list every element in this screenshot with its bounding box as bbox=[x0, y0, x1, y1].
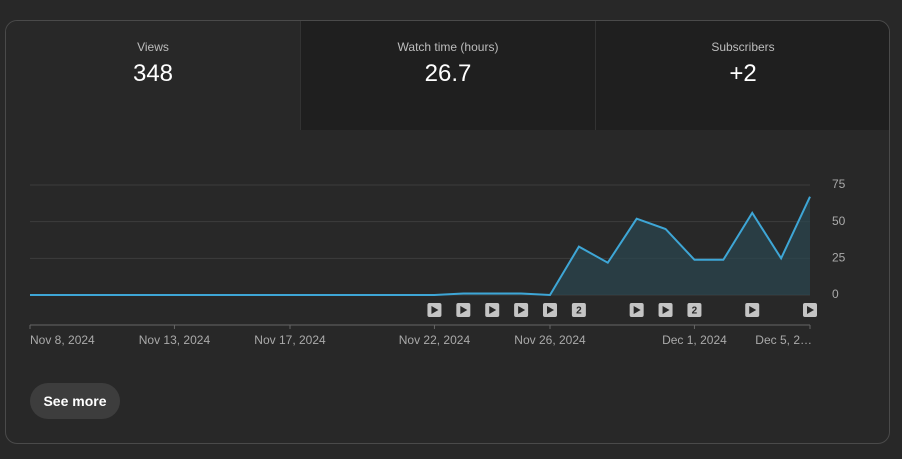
play-icon bbox=[749, 306, 757, 314]
play-icon bbox=[518, 306, 526, 314]
x-tick-label: Dec 1, 2024 bbox=[662, 333, 727, 347]
upload-marker bbox=[629, 303, 644, 317]
x-tick-label: Dec 5, 2… bbox=[755, 333, 812, 347]
play-icon bbox=[662, 306, 670, 314]
line bbox=[30, 196, 811, 297]
upload-marker bbox=[485, 303, 500, 317]
upload-count: 2 bbox=[692, 306, 698, 317]
upload-marker bbox=[658, 303, 673, 317]
upload-count: 2 bbox=[576, 306, 582, 317]
tab-value: 26.7 bbox=[424, 60, 472, 87]
x-tick-label: Nov 8, 2024 bbox=[30, 333, 95, 347]
y-tick-label: 25 bbox=[832, 251, 846, 265]
play-icon bbox=[633, 306, 641, 314]
upload-badge bbox=[571, 303, 586, 317]
x-tick-label: Nov 26, 2024 bbox=[514, 333, 586, 347]
y-tick-label: 0 bbox=[832, 287, 839, 301]
tab[interactable]: Watch time (hours) 26.7 bbox=[300, 21, 595, 130]
play-icon bbox=[547, 306, 554, 314]
tab-value: 348 bbox=[132, 60, 174, 87]
tab[interactable]: Subscribers +2 bbox=[595, 21, 889, 130]
x-tick-label: Nov 13, 2024 bbox=[139, 333, 211, 347]
upload-marker bbox=[543, 303, 557, 317]
play-icon bbox=[807, 306, 814, 314]
play-icon bbox=[489, 306, 497, 314]
upload-marker bbox=[803, 303, 817, 317]
tab-value: +2 bbox=[729, 60, 757, 87]
see-more-button[interactable]: See more bbox=[30, 383, 120, 419]
tab-label: Subscribers bbox=[711, 40, 775, 54]
y-tick-label: 75 bbox=[832, 177, 846, 191]
area-fill bbox=[30, 196, 810, 295]
tab[interactable]: Views 348 bbox=[6, 21, 300, 130]
upload-marker: 2 bbox=[687, 303, 702, 317]
x-tick-label: Nov 22, 2024 bbox=[399, 333, 471, 347]
y-tick-label: 50 bbox=[832, 214, 846, 228]
upload-marker bbox=[514, 303, 529, 317]
upload-marker bbox=[745, 303, 760, 317]
upload-marker bbox=[456, 303, 471, 317]
tab-label: Views bbox=[137, 40, 169, 54]
play-icon bbox=[431, 306, 439, 314]
tab-label: Watch time (hours) bbox=[397, 40, 499, 54]
upload-marker bbox=[427, 303, 442, 317]
upload-marker: 2 bbox=[571, 303, 586, 317]
play-icon bbox=[460, 306, 468, 314]
upload-badge bbox=[687, 303, 702, 317]
x-tick-label: Nov 17, 2024 bbox=[254, 333, 326, 347]
